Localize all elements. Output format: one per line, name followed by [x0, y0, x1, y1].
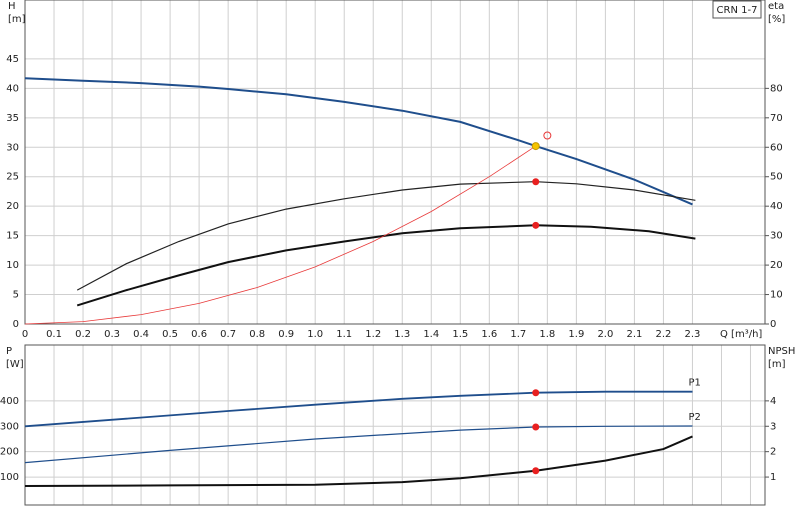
x-tick-label: 1.1 [336, 329, 352, 340]
chart-title: CRN 1-7 [717, 5, 758, 16]
x-tick-label: 0.9 [278, 329, 294, 340]
y2-tick-label: 4 [770, 396, 776, 407]
y2-axis-label: NPSH [768, 346, 795, 357]
series-label: P1 [688, 378, 700, 389]
y-axis-label: [W] [6, 359, 24, 370]
y-tick-label: 400 [0, 396, 19, 407]
x-axis-label: Q [m³/h] [720, 329, 762, 340]
x-tick-label: 0.7 [220, 329, 236, 340]
y-tick-label: 35 [6, 113, 19, 124]
y2-tick-label: 80 [770, 83, 783, 94]
x-tick-label: 0.1 [46, 329, 62, 340]
y-tick-label: 0 [13, 319, 19, 330]
y-tick-label: 10 [6, 260, 19, 271]
x-tick-label: 0.8 [249, 329, 265, 340]
y2-tick-label: 20 [770, 260, 783, 271]
y2-tick-label: 50 [770, 172, 783, 183]
x-tick-label: 0.6 [191, 329, 207, 340]
y-tick-label: 30 [6, 142, 19, 153]
y2-tick-label: 30 [770, 231, 783, 242]
marker [532, 221, 540, 229]
series-label: P2 [688, 412, 700, 423]
curve [76, 181, 696, 291]
y-axis-label: H [8, 1, 16, 12]
curve [24, 425, 693, 464]
y2-tick-label: 1 [770, 472, 776, 483]
x-tick-label: 1.4 [423, 329, 439, 340]
marker [532, 467, 540, 475]
y-axis-label: [m] [8, 14, 26, 25]
x-tick-label: 0.5 [162, 329, 178, 340]
x-tick-label: 0 [22, 329, 28, 340]
y-tick-label: 40 [6, 83, 19, 94]
marker-open [543, 131, 552, 140]
y2-tick-label: 10 [770, 290, 783, 301]
x-tick-label: 0.2 [75, 329, 91, 340]
marker [532, 389, 540, 397]
x-tick-label: 1.2 [365, 329, 381, 340]
curve [76, 224, 696, 307]
marker [532, 178, 540, 186]
y-tick-label: 25 [6, 172, 19, 183]
y-tick-label: 200 [0, 447, 19, 458]
y2-tick-label: 0 [770, 319, 776, 330]
y2-tick-label: 40 [770, 201, 783, 212]
x-tick-label: 2.1 [626, 329, 642, 340]
curve [24, 390, 693, 428]
x-tick-label: 0.3 [104, 329, 120, 340]
plot-frame [24, 344, 766, 506]
x-tick-label: 0.4 [133, 329, 149, 340]
y-tick-label: 20 [6, 201, 19, 212]
y-axis-label: P [6, 346, 12, 357]
x-tick-label: 1.7 [510, 329, 526, 340]
x-tick-label: 1.9 [568, 329, 584, 340]
y-tick-label: 45 [6, 54, 19, 65]
x-tick-label: 1.0 [307, 329, 323, 340]
y2-tick-label: 3 [770, 421, 776, 432]
y-tick-label: 15 [6, 231, 19, 242]
y2-tick-label: 60 [770, 142, 783, 153]
y2-axis-label: eta [768, 1, 784, 12]
y-tick-label: 5 [13, 290, 19, 301]
plot-frame [24, 0, 766, 325]
x-tick-label: 1.8 [539, 329, 555, 340]
y2-tick-label: 2 [770, 447, 776, 458]
y-tick-label: 300 [0, 421, 19, 432]
y2-axis-label: [%] [768, 14, 785, 25]
y2-tick-label: 70 [770, 113, 783, 124]
x-tick-label: 1.6 [481, 329, 497, 340]
x-tick-label: 2.0 [597, 329, 613, 340]
curve [24, 435, 693, 487]
curve [24, 77, 693, 206]
x-tick-label: 2.3 [684, 329, 700, 340]
curve [24, 145, 536, 325]
y2-axis-label: [m] [768, 359, 786, 370]
title-box [712, 0, 762, 19]
y-tick-label: 100 [0, 472, 19, 483]
x-tick-label: 2.2 [655, 329, 671, 340]
marker [531, 142, 540, 151]
x-tick-label: 1.5 [452, 329, 468, 340]
marker [532, 423, 540, 431]
x-tick-label: 1.3 [394, 329, 410, 340]
